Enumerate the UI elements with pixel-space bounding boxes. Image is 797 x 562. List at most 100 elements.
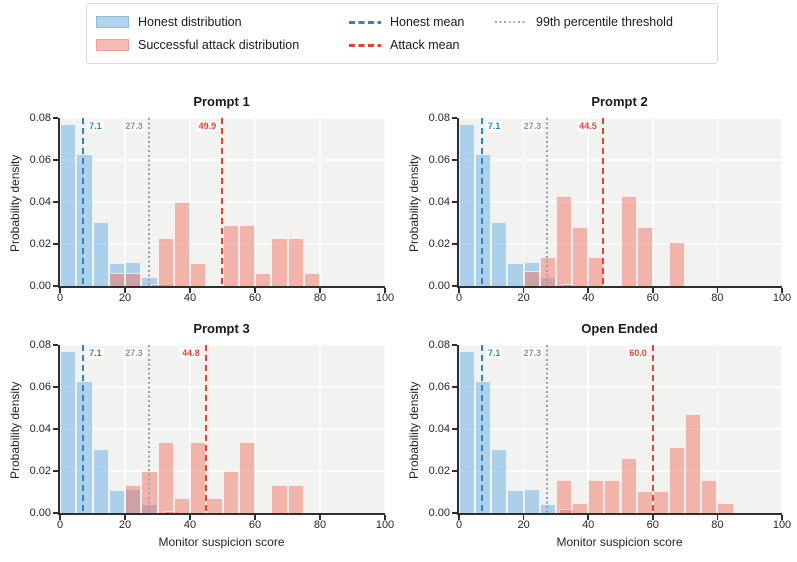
- attack-mean-dashed-line-icon: [349, 43, 381, 47]
- x-tick: [781, 515, 783, 520]
- histogram-bar-attack: [636, 227, 653, 286]
- histogram-bar-attack: [555, 480, 573, 513]
- y-tick-label: 0.02: [29, 465, 51, 477]
- legend-label: 99th percentile threshold: [536, 14, 673, 29]
- gridline: [781, 118, 783, 286]
- y-tick: [53, 201, 58, 203]
- x-tick-label: 100: [375, 292, 395, 304]
- x-tick-label: 40: [582, 292, 595, 304]
- x-tick: [458, 288, 460, 293]
- attack-mean-value: 44.8: [180, 348, 202, 359]
- histogram-bar-honest: [475, 380, 492, 513]
- y-tick-label: 0.04: [29, 423, 51, 435]
- attack-mean-line: [601, 118, 604, 286]
- y-tick-label: 0.08: [428, 339, 450, 351]
- y-tick-label: 0.06: [29, 381, 51, 393]
- threshold-value: 27.3: [123, 348, 145, 359]
- legend: Honest distribution Successful attack di…: [86, 3, 718, 64]
- y-tick: [53, 344, 58, 346]
- y-tick: [53, 159, 58, 161]
- y-tick-label: 0.04: [428, 196, 450, 208]
- y-tick: [452, 428, 457, 430]
- histogram-bar-attack: [604, 480, 621, 513]
- attack-distribution-swatch: [96, 39, 129, 51]
- y-tick: [53, 285, 58, 287]
- subplot-title: Prompt 2: [591, 94, 648, 109]
- histogram-bar-attack: [157, 441, 174, 513]
- histogram-bar-attack: [190, 262, 207, 286]
- histogram-bar-attack: [620, 458, 637, 513]
- y-tick: [452, 243, 457, 245]
- threshold-value: 27.3: [521, 121, 544, 132]
- y-axis-label: Probability density: [407, 381, 421, 479]
- gridline: [459, 117, 782, 119]
- legend-column-distributions: Honest distribution Successful attack di…: [96, 15, 349, 53]
- y-axis-label: Probability density: [407, 154, 421, 252]
- subplot-title: Prompt 3: [193, 321, 250, 336]
- histogram-bar-honest: [491, 221, 508, 286]
- x-tick: [652, 515, 654, 520]
- y-tick: [53, 117, 58, 119]
- x-tick-label: 40: [582, 519, 595, 531]
- histogram-bar-honest: [459, 124, 476, 286]
- x-tick: [716, 515, 719, 520]
- histogram-bar-attack: [222, 225, 239, 286]
- y-tick: [53, 243, 58, 245]
- y-tick: [53, 386, 58, 388]
- x-tick-label: 40: [183, 292, 197, 304]
- y-tick: [452, 159, 457, 161]
- x-tick-label: 80: [711, 519, 724, 531]
- y-tick-label: 0.00: [428, 280, 450, 292]
- honest-mean-dashed-line-icon: [349, 20, 381, 24]
- histogram-bar-honest: [475, 153, 492, 286]
- histogram-bar-attack: [206, 498, 223, 513]
- y-tick-label: 0.02: [428, 238, 450, 250]
- x-tick: [458, 515, 460, 520]
- x-tick-label: 100: [772, 519, 792, 531]
- y-tick: [452, 117, 457, 119]
- x-tick: [384, 515, 386, 520]
- histogram-bar-attack: [555, 195, 573, 286]
- gridline: [459, 386, 782, 388]
- y-tick: [452, 470, 457, 472]
- gridline: [459, 344, 782, 346]
- threshold-value: 27.3: [521, 348, 544, 359]
- x-tick: [716, 288, 719, 293]
- legend-item-threshold: 99th percentile threshold: [495, 15, 673, 30]
- y-tick: [452, 386, 457, 388]
- threshold-line: [546, 118, 549, 286]
- x-tick: [587, 288, 589, 293]
- histogram-bar-attack: [108, 273, 125, 286]
- histogram-bar-attack: [157, 237, 174, 286]
- histogram-bar-honest: [92, 221, 109, 286]
- y-axis-label: Probability density: [8, 154, 22, 252]
- y-axis-label: Probability density: [8, 381, 22, 479]
- histogram-bar-attack: [125, 273, 142, 286]
- y-tick: [452, 344, 457, 346]
- attack-mean-line: [221, 118, 224, 286]
- histogram-bar-attack: [125, 484, 142, 513]
- plot-area: 7.1 27.3 44.8 0 20 40 60 80 100 0.00 0.02 0.04 0.06 0…: [30, 339, 395, 531]
- x-tick: [587, 515, 589, 520]
- y-tick-label: 0.00: [428, 507, 450, 519]
- y-tick-label: 0.06: [428, 154, 450, 166]
- legend-item-honest-mean: Honest mean: [349, 15, 495, 30]
- legend-label: Honest mean: [390, 14, 465, 29]
- x-tick: [652, 288, 654, 293]
- x-tick-label: 100: [375, 519, 395, 531]
- subplot-title: Open Ended: [581, 321, 658, 336]
- y-tick: [53, 470, 58, 472]
- attack-mean-value: 49.9: [196, 121, 219, 132]
- x-tick: [522, 515, 525, 520]
- histogram-bar-attack: [238, 225, 255, 286]
- legend-label: Honest distribution: [138, 14, 242, 29]
- honest-mean-value: 7.1: [485, 348, 503, 359]
- y-tick: [53, 428, 58, 430]
- x-tick: [189, 515, 191, 520]
- x-tick-label: 20: [517, 292, 530, 304]
- gridline: [459, 159, 782, 161]
- y-tick-label: 0.08: [29, 112, 51, 124]
- legend-label: Attack mean: [390, 37, 460, 52]
- y-tick-label: 0.04: [29, 196, 51, 208]
- y-tick: [452, 285, 457, 287]
